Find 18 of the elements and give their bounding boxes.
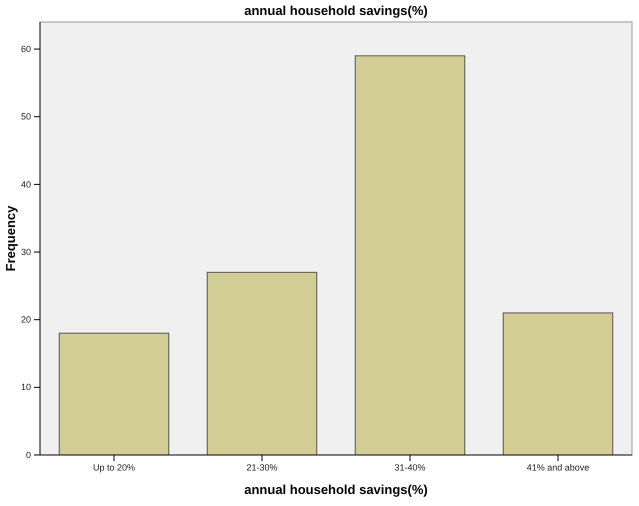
x-tick-label: Up to 20% [92,462,136,472]
bar [206,272,318,456]
bar [502,312,614,456]
x-axis-title: annual household savings(%) [244,482,428,497]
x-tick-label: 21-30% [246,462,278,472]
y-tick-label: 30 [20,246,31,257]
bar [354,55,466,456]
x-tick-label: 41% and above [526,462,590,472]
y-tick-label: 40 [20,179,31,190]
y-axis-title: Frequency [3,204,18,272]
bar [58,332,170,456]
y-tick-label: 50 [20,112,31,122]
y-tick-label: 20 [20,314,31,325]
y-tick-label: 0 [26,450,31,460]
x-tick-label: 31-40% [394,462,426,472]
y-tick-label: 10 [20,382,31,392]
y-tick-label: 60 [20,44,31,54]
chart-title: annual household savings(%) [244,3,428,18]
